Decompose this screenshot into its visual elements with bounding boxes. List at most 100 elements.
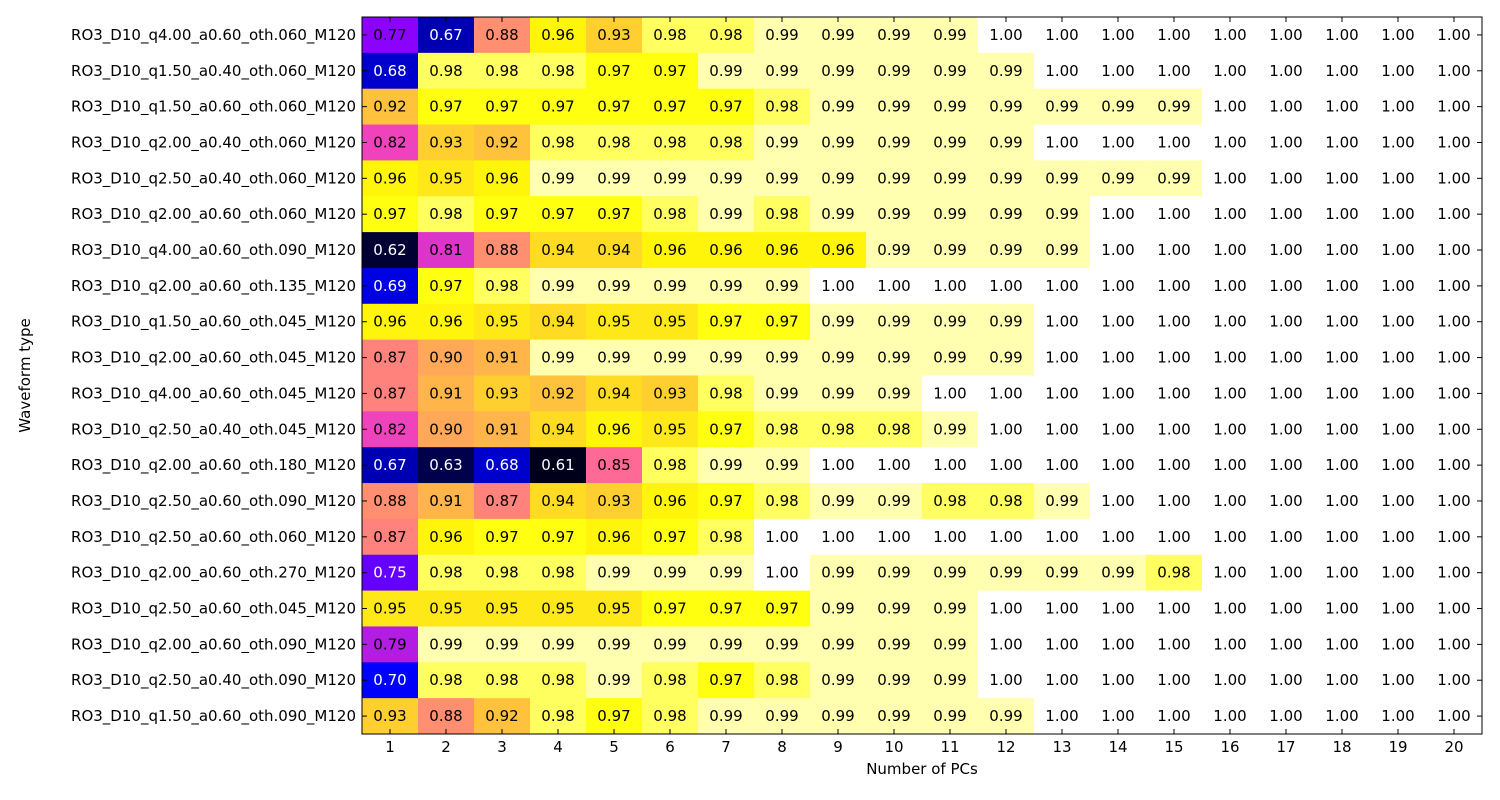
cell-value-label: 0.99 [877,241,910,259]
heatmap-cell [1426,375,1483,412]
cell-value-label: 0.97 [765,313,798,331]
heatmap-cell [1090,518,1147,556]
heatmap-cell [922,626,979,663]
heatmap-cell [1034,52,1091,90]
heatmap-cell [810,160,867,197]
heatmap-cell [1090,17,1147,54]
cell-value-label: 0.97 [541,528,574,546]
cell-value-label: 1.00 [1437,707,1470,725]
cell-value-label: 1.00 [1437,600,1470,618]
heatmap-cell [922,447,979,484]
cell-value-label: 1.00 [1437,635,1470,653]
heatmap-cell [1202,160,1259,197]
heatmap-cell [810,339,867,376]
heatmap-cell [474,411,531,448]
cell-value-label: 0.98 [653,671,686,689]
heatmap-cell [474,698,531,735]
cell-value-label: 1.00 [989,635,1022,653]
cell-value-label: 1.00 [877,456,910,474]
heatmap-cell [810,698,867,735]
heatmap-cell [1090,303,1147,341]
cell-value-label: 0.98 [877,420,910,438]
heatmap-cell [642,662,699,699]
cell-value-label: 1.00 [1101,241,1134,259]
heatmap-cell [810,17,867,54]
heatmap-cell [754,518,811,556]
cell-value-label: 1.00 [933,384,966,402]
cell-value-label: 0.98 [709,133,742,151]
cell-value-label: 1.00 [933,277,966,295]
heatmap-cell [362,375,419,412]
heatmap-cell [866,88,923,126]
cell-value-label: 0.99 [821,62,854,80]
heatmap-cell [978,52,1035,90]
heatmap-cell [530,483,587,520]
cell-value-label: 1.00 [1325,456,1358,474]
cell-value-label: 0.95 [373,600,406,618]
cell-value-label: 0.99 [709,62,742,80]
cell-value-label: 0.99 [597,169,630,187]
heatmap-cell [1090,554,1147,592]
heatmap-cell [1314,483,1371,520]
heatmap-cell [586,411,643,448]
cell-value-label: 0.98 [485,564,518,582]
cell-value-label: 1.00 [1101,456,1134,474]
heatmap-cell [866,303,923,341]
cell-value-label: 0.99 [1045,492,1078,510]
heatmap-cell [922,267,979,305]
cell-value-label: 0.99 [653,564,686,582]
heatmap-cell [1202,303,1259,341]
cell-value-label: 0.91 [429,492,462,510]
heatmap-cell [362,17,419,54]
heatmap-cell [1426,518,1483,556]
heatmap-cell [362,267,419,305]
cell-value-label: 0.99 [933,205,966,223]
cell-value-label: 0.81 [429,241,462,259]
heatmap-cell [642,590,699,627]
cell-value-label: 0.99 [989,349,1022,367]
cell-value-label: 0.99 [877,169,910,187]
cell-value-label: 1.00 [1045,277,1078,295]
cell-value-label: 1.00 [1101,349,1134,367]
heatmap-cell [1258,554,1315,592]
heatmap-cell [698,196,755,233]
cell-value-label: 0.99 [765,349,798,367]
cell-value-label: 1.00 [1269,349,1302,367]
cell-value-label: 0.99 [821,635,854,653]
y-tick-label: RO3_D10_q2.00_a0.60_oth.060_M120 [71,205,356,224]
y-tick-label: RO3_D10_q2.00_a0.60_oth.180_M120 [71,456,356,475]
cell-value-label: 0.94 [597,384,630,402]
heatmap-cell [866,375,923,412]
heatmap-cell [586,124,643,161]
cell-value-label: 1.00 [1157,313,1190,331]
heatmap-cell [698,232,755,269]
cell-value-label: 1.00 [1213,349,1246,367]
heatmap-cell [1370,303,1427,341]
x-tick-label: 3 [497,738,507,756]
cell-value-label: 0.90 [429,420,462,438]
cell-value-label: 0.99 [821,349,854,367]
cell-value-label: 0.99 [765,384,798,402]
heatmap-cell [978,232,1035,269]
heatmap-cell [586,698,643,735]
heatmap-cell [530,88,587,126]
heatmap-cell [418,303,475,341]
heatmap-cell [1370,518,1427,556]
cell-value-label: 0.99 [877,492,910,510]
heatmap-cell [642,52,699,90]
cell-value-label: 0.96 [653,492,686,510]
cell-value-label: 1.00 [1269,492,1302,510]
cell-value-label: 0.99 [821,671,854,689]
y-tick-label: RO3_D10_q2.00_a0.60_oth.270_M120 [71,564,356,583]
cell-value-label: 1.00 [1325,205,1358,223]
cell-value-label: 1.00 [1269,26,1302,44]
cell-value-label: 1.00 [821,277,854,295]
heatmap-cell [1202,52,1259,90]
cell-value-label: 1.00 [1213,277,1246,295]
x-axis-ticks: 1 2 3 4 5 6 7 8 9 10 11 12 13 14 15 16 17 18 19 20 [385,17,1464,756]
heatmap-cell [1090,52,1147,90]
cell-value-label: 1.00 [1381,384,1414,402]
cell-value-label: 0.99 [597,671,630,689]
cell-value-label: 1.00 [765,528,798,546]
cell-value-label: 1.00 [1157,420,1190,438]
